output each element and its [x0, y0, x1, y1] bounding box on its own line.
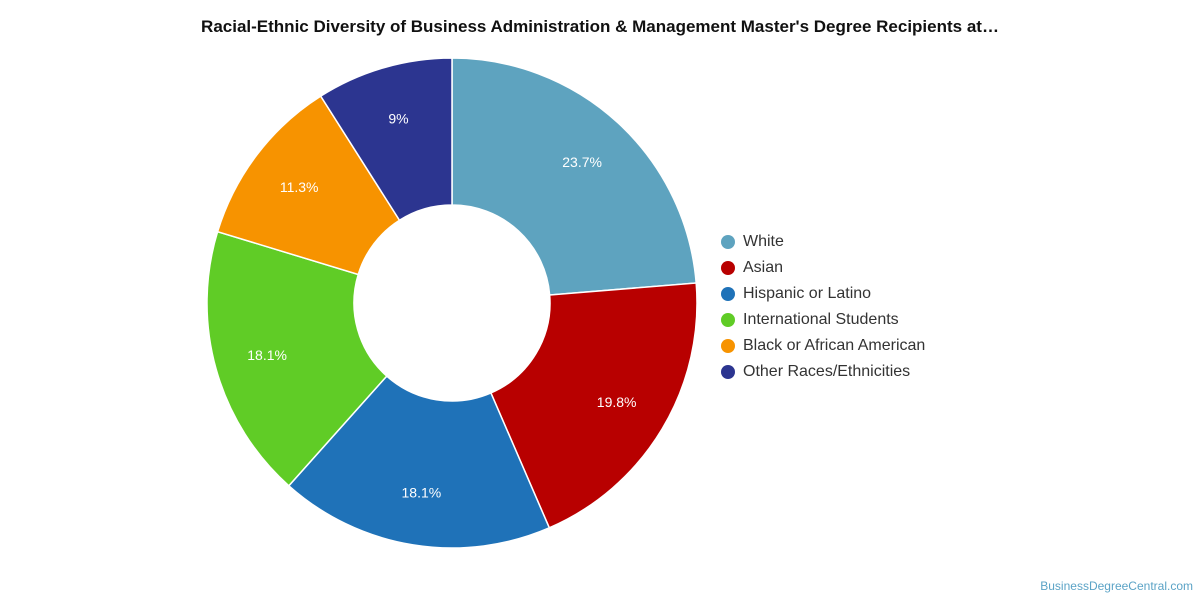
legend-label: Black or African American [743, 337, 926, 354]
pie-slice-international-students [206, 230, 388, 487]
legend-item[interactable]: Asian [721, 255, 925, 281]
pie-slice-other-races-ethnicities [319, 57, 453, 222]
legend-label: Other Races/Ethnicities [743, 363, 911, 380]
legend-swatch-icon [721, 235, 735, 249]
legend-item[interactable]: White [721, 229, 925, 255]
legend-label: Asian [743, 259, 784, 276]
chart-legend: White Asian Hispanic or Latino Internationa… [721, 229, 925, 385]
pie-slice-asian [489, 282, 698, 529]
legend-item[interactable]: Other Races/Ethnicities [721, 359, 925, 385]
chart-title: Racial-Ethnic Diversity of Business Admi… [201, 17, 999, 36]
legend-label: White [743, 233, 784, 250]
legend-label: International Students [743, 311, 899, 328]
source-credit: BusinessDegreeCentral.com [1040, 579, 1193, 593]
slice-label: 18.1% [402, 485, 442, 501]
slice-label: 19.8% [597, 394, 637, 410]
legend-item[interactable]: International Students [721, 307, 925, 333]
slice-label: 9% [388, 111, 408, 127]
legend-swatch-icon [721, 287, 735, 301]
slice-label: 23.7% [562, 154, 602, 170]
legend-swatch-icon [721, 339, 735, 353]
pie-slice-white [451, 57, 697, 296]
slice-label: 11.3% [280, 179, 319, 195]
legend-swatch-icon [721, 365, 735, 379]
legend-swatch-icon [721, 261, 735, 275]
legend-label: Hispanic or Latino [743, 285, 872, 302]
legend-swatch-icon [721, 313, 735, 327]
pie-slice-black-or-african-american [216, 95, 401, 276]
slice-label: 18.1% [247, 347, 287, 363]
pie-slice-hispanic-or-latino [287, 375, 551, 549]
legend-item[interactable]: Hispanic or Latino [721, 281, 925, 307]
legend-item[interactable]: Black or African American [721, 333, 925, 359]
